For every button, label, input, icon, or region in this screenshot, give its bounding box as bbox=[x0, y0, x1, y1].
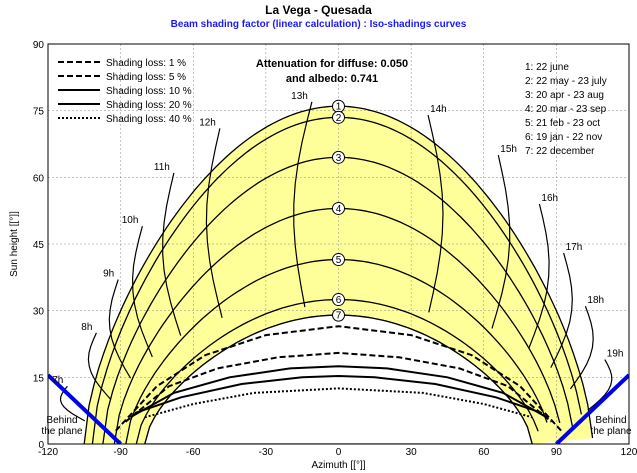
x-tick-label: -60 bbox=[186, 447, 201, 458]
hour-label: 9h bbox=[103, 269, 114, 280]
x-tick-label: -90 bbox=[113, 447, 128, 458]
iso-curve-5pct bbox=[124, 351, 553, 423]
date-list-item: 1: 22 june bbox=[525, 62, 569, 73]
iso-curve-1pct bbox=[115, 325, 562, 432]
legend-label: Shading loss: 10 % bbox=[106, 86, 192, 97]
x-tick-label: -120 bbox=[38, 447, 58, 458]
date-list-item: 6: 19 jan - 22 nov bbox=[525, 132, 602, 143]
date-marker-7 bbox=[332, 308, 345, 322]
behind-plane-right bbox=[555, 373, 629, 444]
date-marker-label: 5 bbox=[336, 255, 342, 266]
hour-line bbox=[205, 128, 223, 318]
date-marker-label: 2 bbox=[336, 113, 342, 124]
date-list-item: 7: 22 december bbox=[525, 146, 595, 157]
attenuation-text: Attenuation for diffuse: 0.050 bbox=[256, 58, 408, 70]
y-tick-label: 60 bbox=[33, 173, 45, 184]
iso-curve-40pct bbox=[144, 387, 533, 419]
date-marker-3 bbox=[332, 150, 345, 164]
hour-line bbox=[550, 252, 573, 368]
hour-label: 14h bbox=[430, 104, 447, 115]
date-marker-label: 7 bbox=[336, 311, 342, 322]
hour-label: 17h bbox=[566, 242, 583, 253]
y-tick-label: 0 bbox=[38, 440, 44, 451]
x-tick-label: 30 bbox=[406, 447, 418, 458]
hour-line bbox=[528, 203, 550, 349]
hour-line bbox=[587, 359, 613, 411]
y-axis-label: Sun height [[°]] bbox=[9, 211, 20, 277]
sun-area bbox=[84, 106, 593, 444]
x-tick-label: -30 bbox=[259, 447, 274, 458]
hour-label: 10h bbox=[122, 215, 139, 226]
hour-label: 15h bbox=[500, 144, 517, 155]
hour-line bbox=[293, 101, 313, 308]
date-marker-4 bbox=[332, 201, 345, 215]
x-tick-label: 90 bbox=[551, 447, 563, 458]
y-tick-label: 30 bbox=[33, 307, 45, 318]
hour-label: 7h bbox=[52, 375, 63, 386]
legend-label: Shading loss: 20 % bbox=[106, 100, 192, 111]
date-marker-2 bbox=[332, 110, 345, 124]
hour-label: 19h bbox=[607, 349, 624, 360]
x-axis-label: Azimuth [[°]] bbox=[311, 460, 365, 471]
behind-plane-label: Behind bbox=[595, 415, 626, 426]
date-list-item: 4: 20 mar - 23 sep bbox=[525, 104, 607, 115]
hour-label: 12h bbox=[199, 117, 216, 128]
hour-label: 13h bbox=[291, 91, 308, 102]
hour-line bbox=[569, 305, 594, 390]
hour-label: 8h bbox=[81, 322, 92, 333]
y-tick-label: 75 bbox=[33, 107, 45, 118]
legend-label: Shading loss: 5 % bbox=[106, 72, 186, 83]
attenuation-text: and albedo: 0.741 bbox=[286, 73, 378, 85]
hour-line bbox=[491, 154, 511, 329]
chart-title: La Vega - Quesada bbox=[265, 3, 372, 17]
date-marker-label: 1 bbox=[336, 102, 342, 113]
x-tick-label: 120 bbox=[621, 447, 637, 458]
hour-line bbox=[108, 279, 132, 379]
behind-plane-label: the plane bbox=[590, 426, 632, 437]
iso-curve-20pct bbox=[134, 374, 543, 414]
y-tick-label: 15 bbox=[33, 373, 45, 384]
x-tick-label: 0 bbox=[336, 447, 342, 458]
behind-plane-label: the plane bbox=[41, 426, 83, 437]
y-tick-label: 45 bbox=[33, 240, 45, 251]
date-marker-5 bbox=[332, 253, 345, 267]
date-list-item: 3: 20 apr - 23 aug bbox=[525, 90, 604, 101]
hour-label: 16h bbox=[541, 193, 558, 204]
hour-line bbox=[131, 226, 153, 358]
date-list-item: 5: 21 feb - 23 oct bbox=[525, 118, 600, 129]
legend-label: Shading loss: 40 % bbox=[106, 114, 192, 125]
hour-line bbox=[427, 114, 444, 313]
date-marker-label: 4 bbox=[336, 204, 342, 215]
y-tick-label: 90 bbox=[33, 40, 45, 51]
behind-plane-left bbox=[48, 373, 122, 444]
hour-line bbox=[87, 332, 112, 400]
plot-frame bbox=[47, 43, 630, 445]
date-list-item: 2: 22 may - 23 july bbox=[525, 76, 607, 87]
hour-label: 18h bbox=[587, 295, 604, 306]
hour-label: 11h bbox=[154, 162, 170, 173]
hour-line bbox=[162, 172, 182, 336]
date-marker-label: 6 bbox=[336, 295, 342, 306]
behind-plane-label: Behind bbox=[46, 415, 77, 426]
chart-subtitle: Beam shading factor (linear calculation)… bbox=[170, 19, 467, 30]
date-marker-label: 3 bbox=[336, 153, 342, 164]
shaded-area bbox=[144, 314, 533, 444]
x-tick-label: 60 bbox=[478, 447, 490, 458]
legend-label: Shading loss: 1 % bbox=[106, 58, 186, 69]
date-marker-6 bbox=[332, 293, 345, 307]
iso-curve-10pct bbox=[129, 365, 548, 419]
